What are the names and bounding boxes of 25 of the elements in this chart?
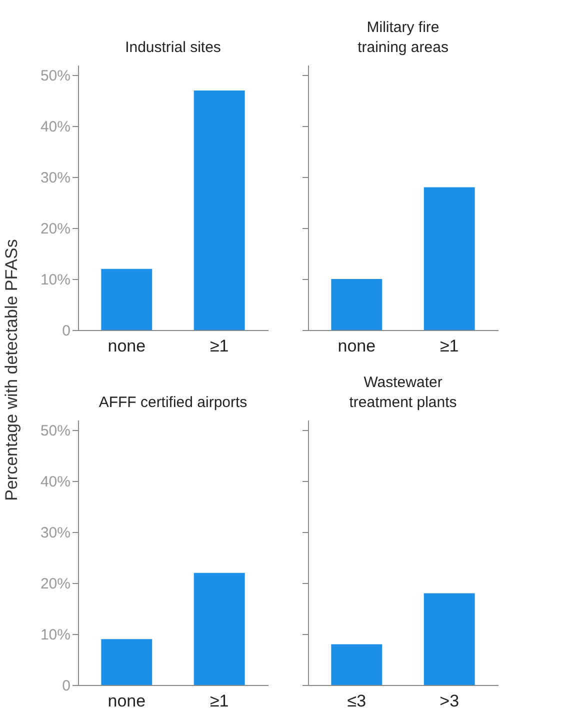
y-tick-label: 0 <box>62 322 70 340</box>
x-tick-label: ≥1 <box>210 336 229 356</box>
chart-title: Wastewater treatment plants <box>349 374 457 411</box>
x-tick-label: none <box>108 336 146 356</box>
y-axis-title: Percentage with detectable PFASs <box>2 238 22 503</box>
y-tick-label: 30% <box>40 170 70 187</box>
y-tick-label: 10% <box>40 626 70 644</box>
chart-title: Military fire training areas <box>358 19 448 56</box>
x-tick-label: ≥1 <box>210 692 229 710</box>
y-tick-label: 10% <box>40 272 70 289</box>
chart-title: Industrial sites <box>125 39 221 56</box>
y-tick-label: 40% <box>40 118 70 136</box>
y-tick-label: 30% <box>40 524 70 542</box>
y-tick-label: 50% <box>40 422 70 440</box>
x-tick-label: >3 <box>440 692 460 710</box>
x-tick-label: ≤3 <box>347 692 366 710</box>
y-tick-label: 20% <box>40 220 70 238</box>
x-tick-label: ≥1 <box>440 336 459 356</box>
y-tick-label: 20% <box>40 576 70 593</box>
y-tick-label: 40% <box>40 474 70 491</box>
x-tick-label: none <box>338 336 376 356</box>
x-tick-label: none <box>108 692 146 710</box>
chart-title: AFFF certified airports <box>98 394 248 411</box>
y-tick-label: 0 <box>62 678 70 694</box>
y-tick-label: 50% <box>40 68 70 85</box>
